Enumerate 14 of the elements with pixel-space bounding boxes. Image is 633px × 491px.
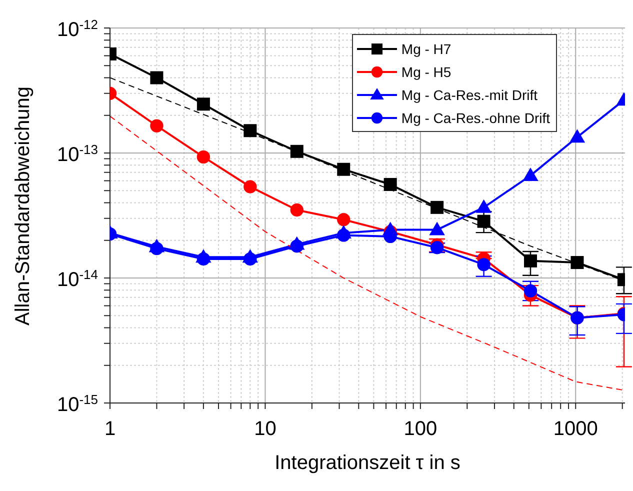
legend-label: Mg - Ca-Res.-mit Drift [401, 86, 538, 102]
x-tick-label: 1000 [553, 418, 598, 440]
y-tick-label: 10$^{-15}$ [56, 392, 98, 416]
x-tick-label: 100 [404, 418, 438, 440]
y-tick-label: 10$^{-14}$ [56, 266, 98, 291]
legend-label: Mg - H5 [401, 64, 452, 80]
x-axis-title: Integrationszeit τ in s [274, 452, 460, 474]
x-tick-label: 1 [104, 418, 116, 440]
legend-label: Mg - Ca-Res.-ohne Drift [401, 110, 550, 126]
legend-label: Mg - H7 [401, 40, 452, 56]
x-tick-label: 10 [254, 418, 276, 440]
y-tick-label: 10$^{-13}$ [56, 142, 98, 166]
y-axis-title: Allan-Standardabweichung [12, 86, 34, 326]
y-tick-label: 10$^{-12}$ [56, 16, 98, 41]
